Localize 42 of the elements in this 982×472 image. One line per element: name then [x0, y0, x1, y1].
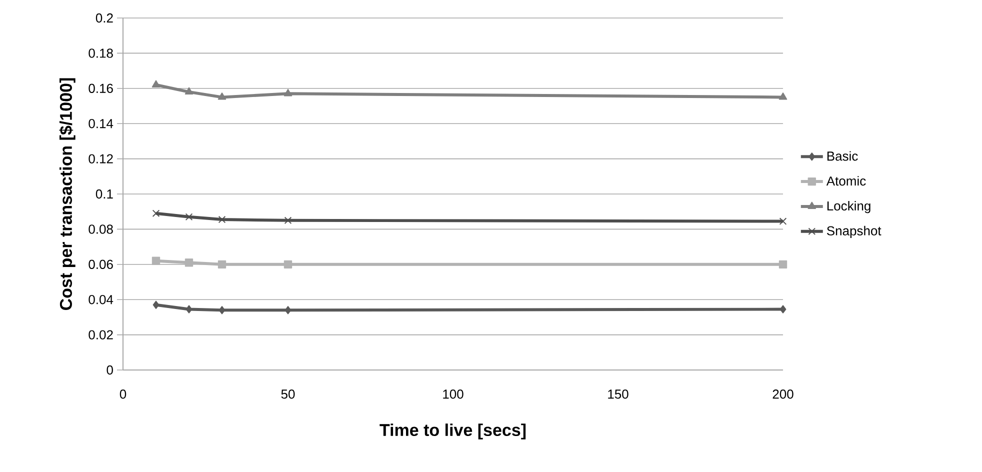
y-tick-label: 0.16: [88, 84, 113, 93]
point: [152, 210, 160, 218]
y-tick-label: 0.18: [88, 48, 113, 58]
y-tick-label: 0.14: [88, 118, 114, 128]
point: [284, 306, 292, 314]
point: [780, 305, 786, 314]
point: [152, 300, 160, 309]
point: [284, 260, 292, 268]
point: [186, 305, 192, 314]
x-tick-label: 150: [608, 390, 628, 399]
x-tick-label: 50: [281, 390, 295, 399]
y-axis-title: Cost per transaction [$/1000]: [59, 78, 76, 310]
x-tick-label: 200: [772, 390, 794, 399]
point: [184, 87, 194, 95]
point: [218, 216, 226, 224]
x-tick-label: 0: [120, 390, 126, 399]
legend-label: Atomic: [826, 176, 866, 186]
point: [152, 256, 160, 265]
point: [778, 260, 788, 268]
y-tick-label: 0.12: [88, 154, 113, 164]
point: [185, 213, 193, 221]
point: [218, 92, 226, 100]
y-tick-label: 0.2: [96, 13, 113, 23]
point: [152, 80, 160, 88]
x-tick-label: 100: [443, 390, 464, 399]
y-tick-label: 0.08: [88, 224, 113, 234]
legend-label: Basic: [827, 151, 858, 161]
y-tick-label: 0: [106, 365, 113, 375]
point: [284, 88, 292, 96]
point: [184, 258, 194, 267]
x-axis-title: Time to live [secs]: [380, 424, 526, 440]
y-tick-label: 0.02: [88, 330, 113, 340]
legend-label: Snapshot: [826, 226, 882, 238]
y-tick-label: 0.1: [96, 189, 113, 199]
point: [778, 92, 788, 100]
point: [779, 218, 787, 225]
y-tick-label: 0.04: [88, 294, 114, 304]
point: [218, 306, 226, 314]
point: [284, 216, 292, 224]
point: [218, 260, 226, 268]
legend-label: Locking: [827, 200, 870, 214]
y-tick-label: 0.06: [88, 260, 113, 269]
